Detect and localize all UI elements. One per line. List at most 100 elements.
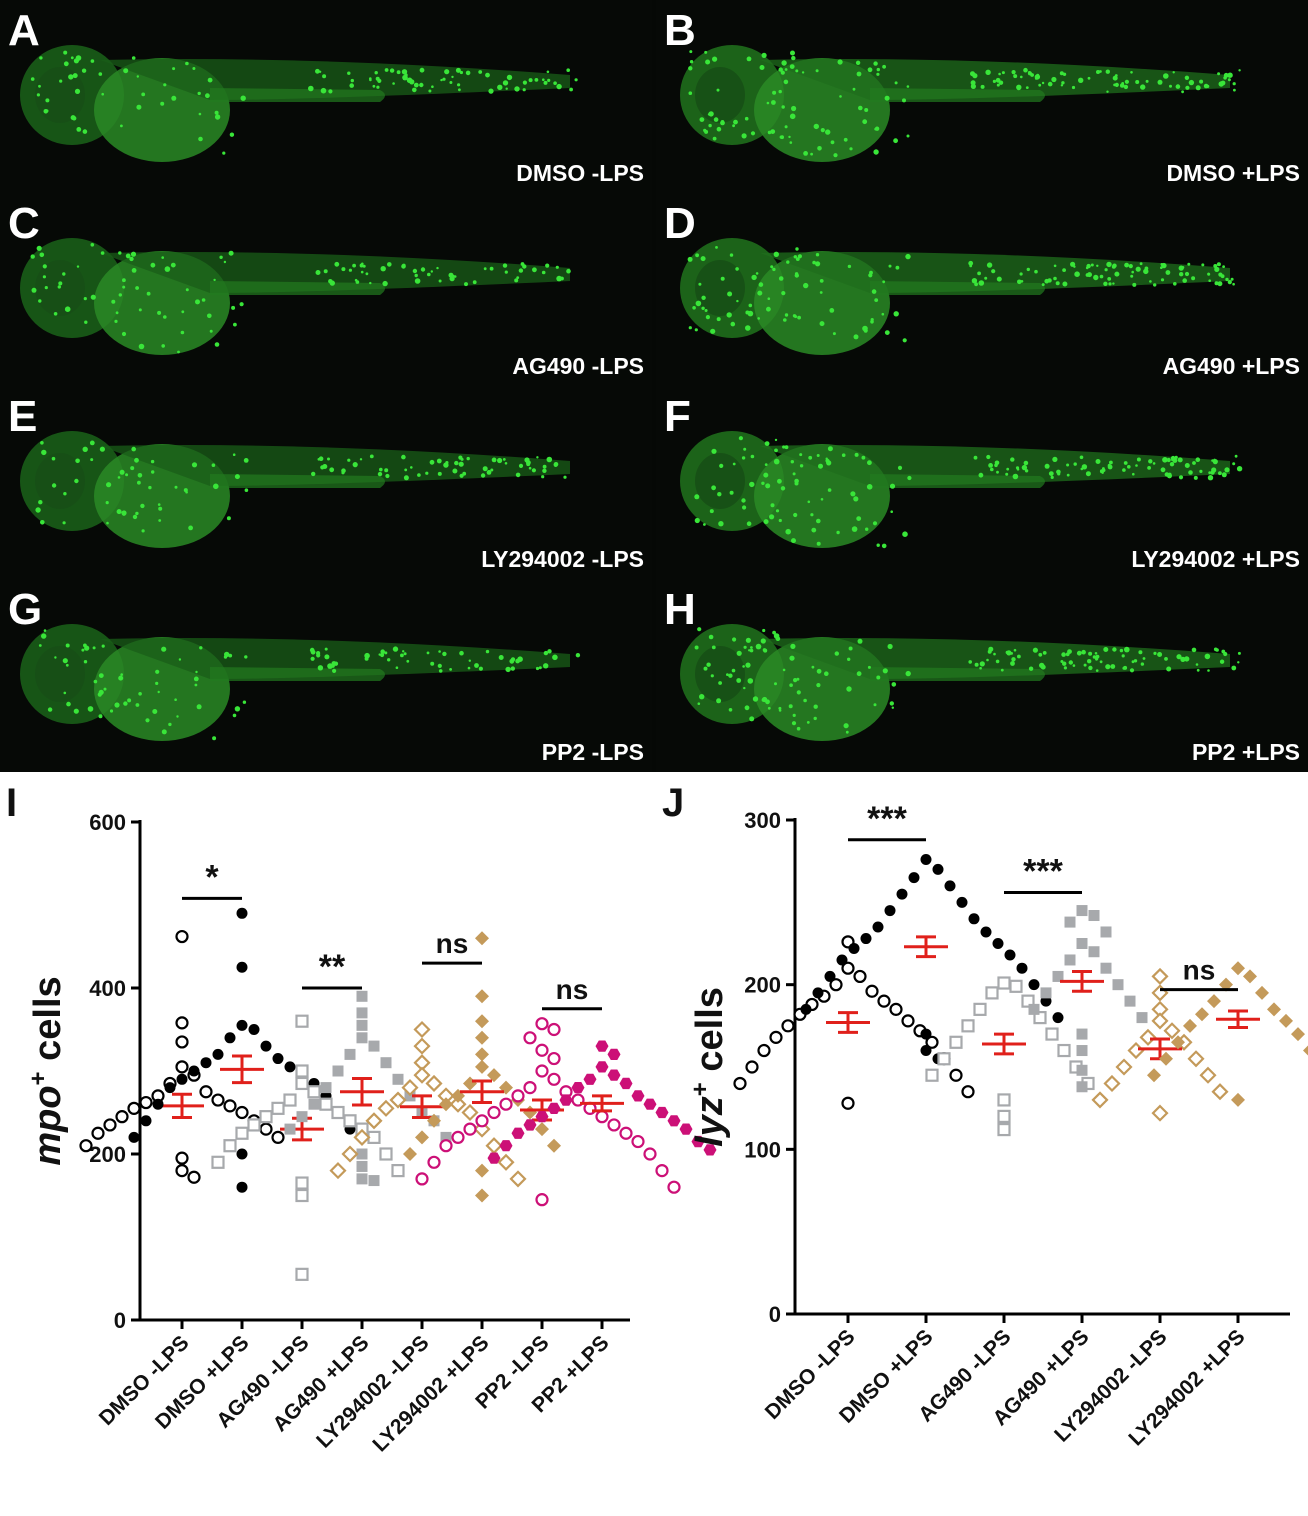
data-point bbox=[853, 969, 867, 984]
data-point bbox=[401, 1079, 419, 1097]
data-point bbox=[925, 1068, 939, 1082]
series-3 bbox=[925, 976, 1095, 1137]
data-point bbox=[236, 907, 248, 919]
significance-label: *** bbox=[1023, 852, 1063, 890]
data-point bbox=[200, 1057, 212, 1069]
data-point bbox=[307, 1085, 321, 1099]
data-point bbox=[392, 1073, 404, 1085]
panel-letter: D bbox=[664, 199, 696, 248]
data-point bbox=[961, 1019, 975, 1033]
data-point bbox=[224, 1032, 236, 1044]
data-point bbox=[691, 1135, 705, 1148]
data-point bbox=[295, 1014, 309, 1028]
data-point bbox=[91, 1126, 105, 1140]
data-point bbox=[607, 1048, 621, 1060]
panel-letter: G bbox=[8, 585, 43, 634]
mean-sem-bar bbox=[340, 1076, 384, 1107]
data-point bbox=[896, 888, 908, 900]
data-point bbox=[175, 1060, 189, 1074]
data-point bbox=[380, 1057, 392, 1069]
data-point bbox=[841, 1096, 855, 1110]
micrograph-panel-a: A DMSO -LPS bbox=[0, 0, 652, 193]
larva-image bbox=[680, 238, 1235, 355]
data-point bbox=[332, 1065, 344, 1077]
data-point bbox=[1231, 961, 1245, 976]
mean-sem-bar bbox=[400, 1094, 444, 1119]
mean-sem-bar bbox=[1216, 1009, 1260, 1029]
panel-letter: E bbox=[8, 392, 38, 441]
data-point bbox=[985, 986, 999, 1000]
data-point bbox=[485, 1137, 503, 1155]
data-point bbox=[283, 1093, 297, 1107]
data-point bbox=[1211, 1083, 1229, 1101]
data-point bbox=[583, 1073, 597, 1085]
data-point bbox=[475, 989, 489, 1004]
data-point bbox=[475, 1188, 489, 1203]
data-point bbox=[475, 1030, 489, 1045]
data-point bbox=[932, 863, 944, 875]
data-point bbox=[497, 1153, 515, 1171]
data-point bbox=[1159, 1051, 1173, 1066]
data-point bbox=[128, 1131, 140, 1143]
data-point bbox=[619, 1077, 633, 1090]
data-point bbox=[877, 994, 891, 1008]
data-point bbox=[259, 1122, 273, 1136]
data-point bbox=[1045, 1027, 1059, 1041]
data-point bbox=[836, 954, 848, 966]
data-point bbox=[547, 1072, 561, 1086]
data-point bbox=[631, 1090, 645, 1102]
micrograph-panel-b: B DMSO +LPS bbox=[656, 0, 1308, 193]
data-point bbox=[1064, 954, 1076, 966]
data-point bbox=[176, 1073, 188, 1085]
data-point bbox=[475, 1163, 489, 1178]
data-point bbox=[413, 1037, 431, 1055]
data-point bbox=[1028, 979, 1040, 991]
data-point bbox=[296, 1111, 308, 1123]
data-point bbox=[236, 1148, 248, 1160]
data-point bbox=[368, 1040, 380, 1052]
condition-label: DMSO +LPS bbox=[1166, 160, 1300, 186]
data-point bbox=[272, 1053, 284, 1065]
mean-sem-bar bbox=[220, 1054, 264, 1085]
data-point bbox=[679, 1123, 693, 1135]
data-point bbox=[271, 1101, 285, 1115]
mean-sem-bar bbox=[160, 1092, 204, 1119]
data-point bbox=[152, 1098, 164, 1110]
larva-image bbox=[680, 624, 1241, 741]
data-point bbox=[295, 1176, 309, 1190]
data-point bbox=[463, 1076, 477, 1091]
data-point bbox=[164, 1082, 176, 1094]
series-7 bbox=[415, 1017, 681, 1207]
series-5 bbox=[1091, 967, 1229, 1122]
data-point bbox=[440, 1131, 452, 1143]
data-point bbox=[944, 880, 956, 892]
data-point bbox=[140, 1115, 152, 1127]
data-point bbox=[920, 1028, 932, 1040]
data-point bbox=[439, 1097, 453, 1112]
data-point bbox=[188, 1065, 200, 1077]
data-point bbox=[860, 933, 872, 945]
data-point bbox=[247, 1118, 261, 1132]
data-point bbox=[1076, 905, 1088, 917]
data-point bbox=[511, 1089, 525, 1103]
micrograph-panel-g: G PP2 -LPS bbox=[0, 579, 652, 772]
larva-image bbox=[20, 45, 578, 162]
data-point bbox=[535, 1122, 549, 1137]
mean-sem-bar bbox=[826, 1011, 870, 1034]
data-point bbox=[523, 1081, 537, 1095]
data-point bbox=[535, 1064, 549, 1078]
data-point bbox=[949, 1068, 963, 1082]
larva-image bbox=[20, 624, 581, 741]
data-point bbox=[415, 1130, 429, 1145]
data-point bbox=[236, 961, 248, 973]
data-point bbox=[1279, 1013, 1293, 1028]
data-point bbox=[199, 1085, 213, 1099]
y-tick-label: 0 bbox=[769, 1302, 781, 1327]
data-point bbox=[1195, 1007, 1209, 1022]
data-point bbox=[475, 1059, 489, 1074]
data-point bbox=[175, 1016, 189, 1030]
data-point bbox=[535, 1193, 549, 1207]
data-point bbox=[841, 961, 855, 975]
data-point bbox=[667, 1180, 681, 1194]
